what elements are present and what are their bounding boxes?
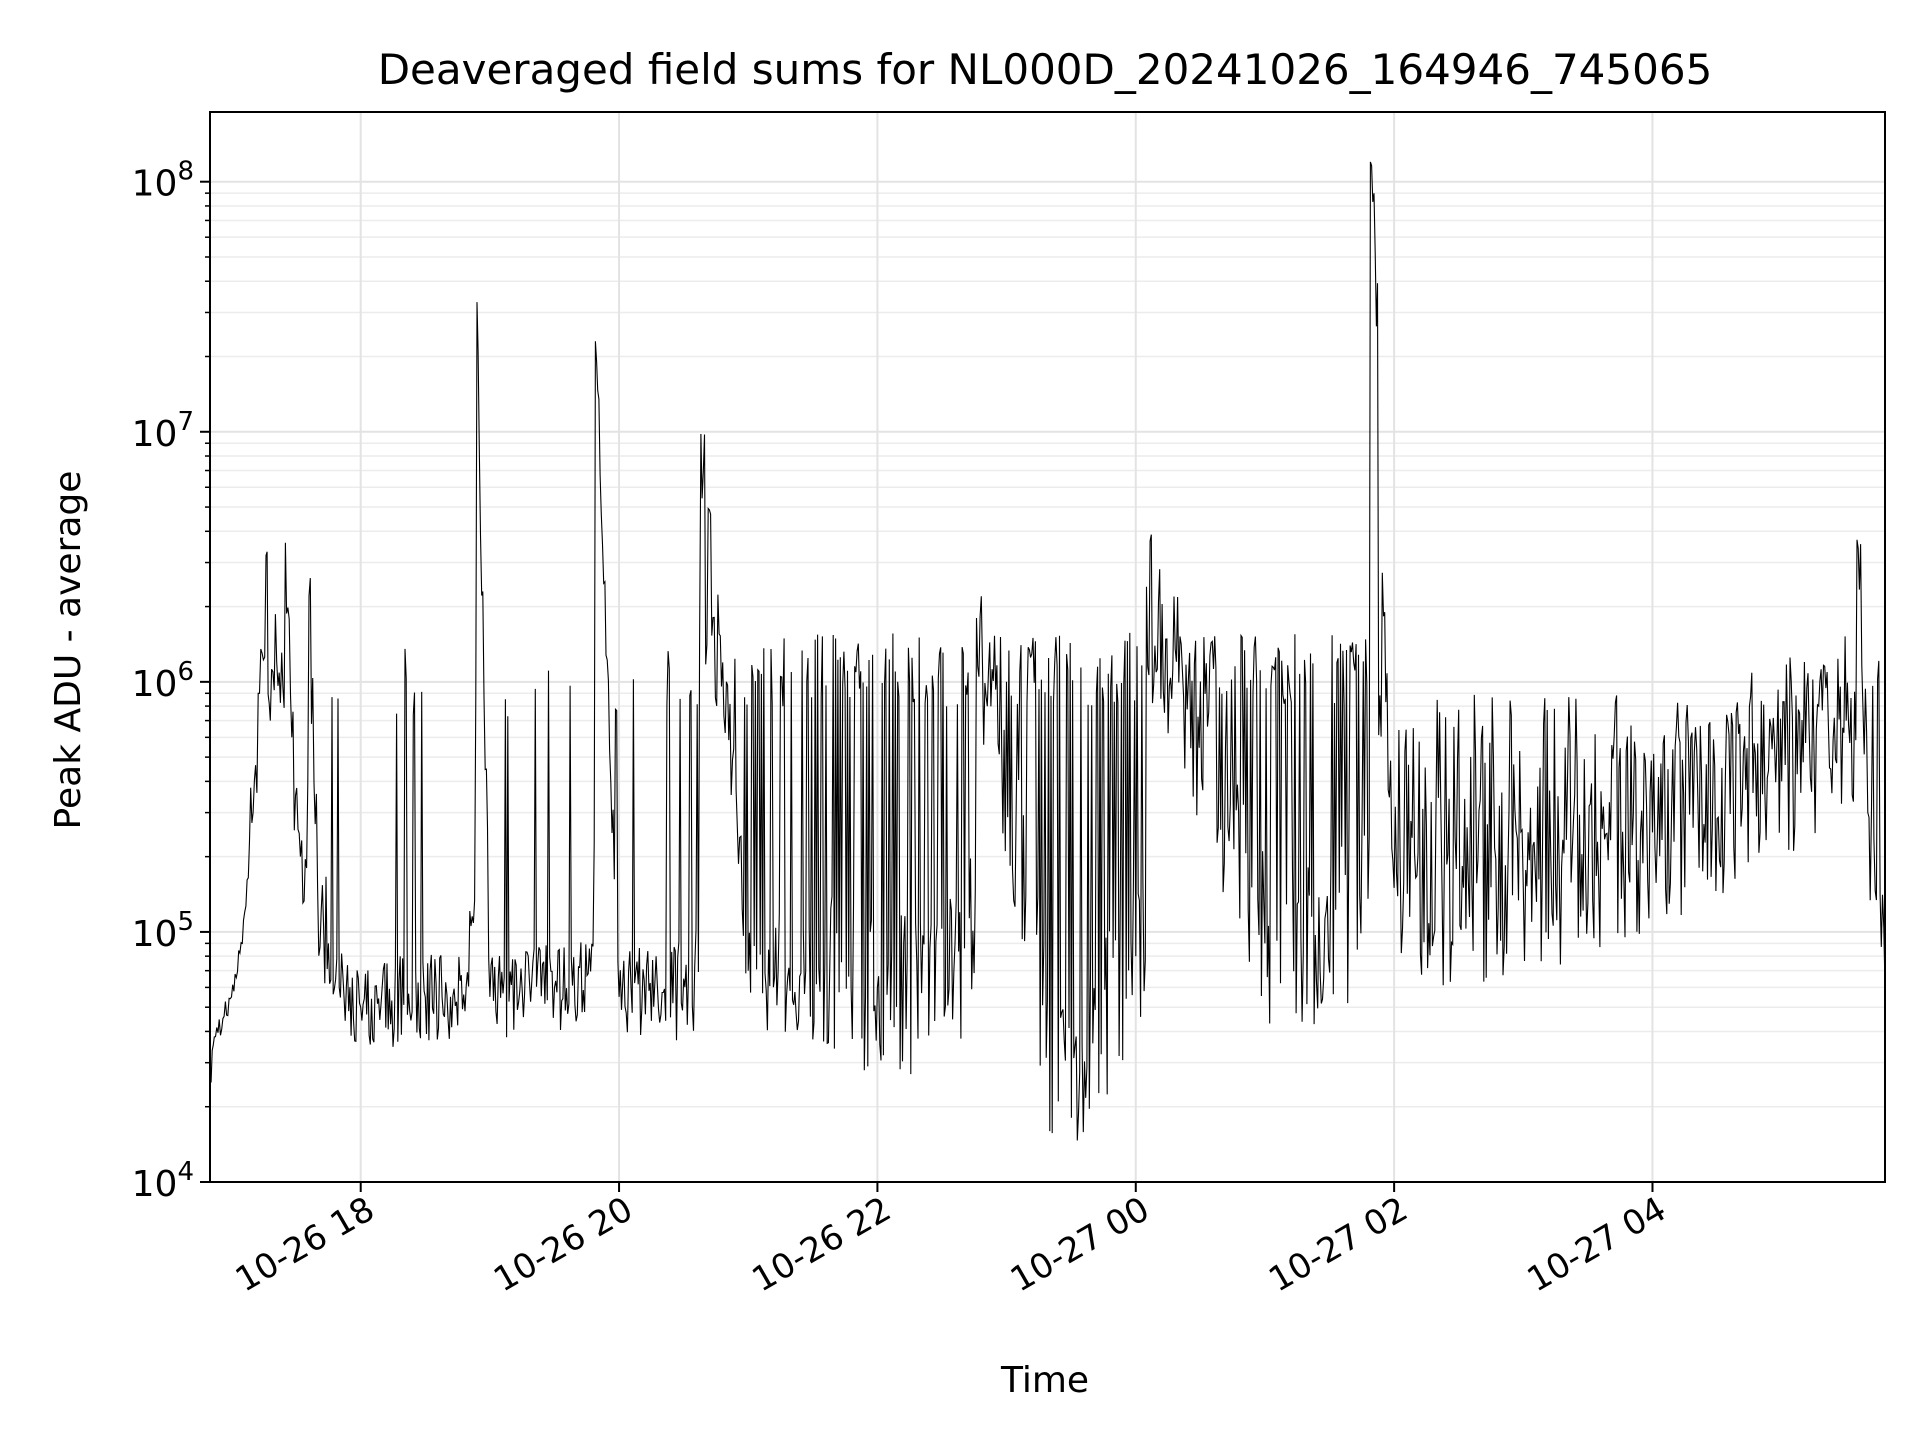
x-tick-label: 10-26 20 [487, 1189, 639, 1300]
series-line [209, 161, 1886, 1141]
y-tick-label-exponent: 8 [177, 157, 194, 187]
x-tick-label: 10-26 22 [746, 1189, 898, 1300]
x-tick-label: 10-27 04 [1521, 1189, 1673, 1300]
plot-frame [209, 111, 1886, 1183]
plot-area [209, 161, 1886, 1141]
y-tick-label-exponent: 6 [177, 657, 194, 687]
x-axis-label: Time [1000, 1360, 1089, 1401]
y-tick-label-exponent: 7 [177, 407, 194, 437]
y-tick-label: 108 [132, 157, 194, 205]
y-tick-label: 106 [132, 657, 194, 705]
x-tick-label: 10-26 18 [229, 1189, 381, 1300]
y-tick-label-base: 10 [132, 914, 178, 955]
y-tick-label-base: 10 [132, 164, 178, 205]
y-tick-label-base: 10 [132, 1164, 178, 1205]
x-tick-label: 10-27 00 [1004, 1189, 1156, 1300]
x-tick-label: 10-27 02 [1262, 1189, 1414, 1300]
chart-title: Deaveraged field sums for NL000D_2024102… [378, 45, 1713, 94]
y-tick-label: 107 [132, 407, 194, 455]
y-axis-label: Peak ADU - average [48, 471, 89, 830]
y-tick-label: 104 [132, 1157, 194, 1205]
y-tick-label-base: 10 [132, 664, 178, 705]
y-tick-label-exponent: 5 [177, 907, 194, 937]
y-tick-label: 105 [132, 907, 194, 955]
y-tick-label-base: 10 [132, 414, 178, 455]
x-axis: 10-26 18 10-26 20 10-26 22 10-27 00 10-27 02… [229, 1182, 1673, 1300]
y-tick-label-exponent: 4 [177, 1157, 194, 1187]
